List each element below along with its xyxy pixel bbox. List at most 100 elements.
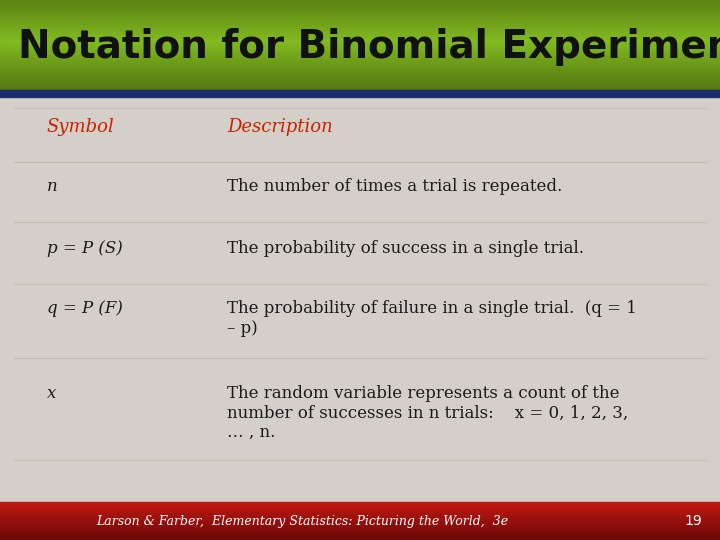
Bar (0, 83, 720, 84)
Bar (0, 10, 720, 12)
Bar (0, 512, 720, 514)
Bar (0, 64, 720, 66)
Bar (0, 519, 720, 521)
Bar (0, 48, 720, 50)
Bar (0, 504, 720, 506)
Bar (0, 68, 720, 69)
Bar (0, 89, 720, 90)
Text: p = P (S): p = P (S) (47, 240, 122, 257)
Bar (0, 532, 720, 534)
Bar (0, 531, 720, 532)
Bar (0, 66, 720, 68)
Bar (0, 8, 720, 9)
Bar (0, 17, 720, 18)
Bar (0, 3, 720, 4)
Bar (0, 75, 720, 77)
Bar (0, 72, 720, 73)
Bar (0, 517, 720, 518)
Bar (0, 56, 720, 57)
Bar (0, 50, 720, 51)
Bar (0, 79, 720, 81)
Bar (0, 73, 720, 75)
Bar (0, 84, 720, 85)
Bar (0, 45, 720, 46)
Text: The random variable represents a count of the
number of successes in n trials:  : The random variable represents a count o… (227, 385, 628, 441)
Bar (0, 77, 720, 78)
Bar (0, 44, 720, 45)
Bar (0, 33, 720, 35)
Bar (0, 12, 720, 14)
Bar (0, 40, 720, 42)
Bar (0, 0, 720, 2)
Bar (0, 516, 720, 517)
Text: Symbol: Symbol (47, 118, 114, 136)
Bar (0, 60, 720, 62)
Bar (0, 24, 720, 25)
Text: The probability of failure in a single trial.  (q = 1
– p): The probability of failure in a single t… (227, 300, 636, 336)
Bar (0, 71, 720, 72)
Bar (0, 524, 720, 525)
Bar (0, 30, 720, 31)
Bar (0, 46, 720, 48)
Bar (0, 81, 720, 83)
Bar (0, 503, 720, 504)
Bar (0, 37, 720, 39)
Bar (0, 54, 720, 56)
Bar (0, 36, 720, 37)
Bar (0, 539, 720, 540)
Bar (0, 534, 720, 535)
Bar (0, 511, 720, 512)
Bar (0, 15, 720, 17)
Bar (0, 62, 720, 63)
Bar (0, 530, 720, 531)
Bar (0, 518, 720, 519)
Bar (0, 85, 720, 87)
Bar (0, 21, 720, 23)
Bar (0, 52, 720, 54)
Bar (0, 6, 720, 8)
Bar (0, 31, 720, 33)
Bar (0, 87, 720, 89)
Bar (0, 535, 720, 536)
Text: Notation for Binomial Experiments: Notation for Binomial Experiments (18, 28, 720, 66)
Text: Larson & Farber,  Elementary Statistics: Picturing the World,  3e: Larson & Farber, Elementary Statistics: … (96, 515, 508, 528)
Bar (0, 502, 720, 503)
Bar (0, 35, 720, 36)
Bar (0, 4, 720, 6)
Bar (0, 69, 720, 71)
Bar (0, 510, 720, 511)
Bar (0, 537, 720, 539)
Bar (0, 514, 720, 515)
Bar (0, 525, 720, 526)
Text: x: x (47, 385, 56, 402)
Bar (0, 14, 720, 15)
Bar (0, 29, 720, 30)
Bar (0, 51, 720, 52)
Bar (0, 63, 720, 64)
Text: The probability of success in a single trial.: The probability of success in a single t… (227, 240, 584, 257)
Bar (0, 39, 720, 40)
Bar (0, 90, 720, 97)
Text: Description: Description (227, 118, 333, 136)
Bar (0, 57, 720, 58)
Bar (0, 506, 720, 507)
Bar (0, 27, 720, 29)
Bar (0, 521, 720, 522)
Bar (0, 536, 720, 537)
Bar (0, 9, 720, 10)
Text: n: n (47, 178, 58, 195)
Bar (0, 19, 720, 21)
Bar (0, 508, 720, 510)
Bar (0, 23, 720, 24)
Text: The number of times a trial is repeated.: The number of times a trial is repeated. (227, 178, 562, 195)
Bar (0, 507, 720, 508)
Bar (0, 515, 720, 516)
Bar (0, 58, 720, 60)
Bar (0, 528, 720, 529)
Bar (0, 529, 720, 530)
Bar (0, 18, 720, 19)
Text: 19: 19 (684, 514, 702, 528)
Bar (0, 42, 720, 44)
Text: q = P (F): q = P (F) (47, 300, 122, 317)
Bar (0, 25, 720, 27)
